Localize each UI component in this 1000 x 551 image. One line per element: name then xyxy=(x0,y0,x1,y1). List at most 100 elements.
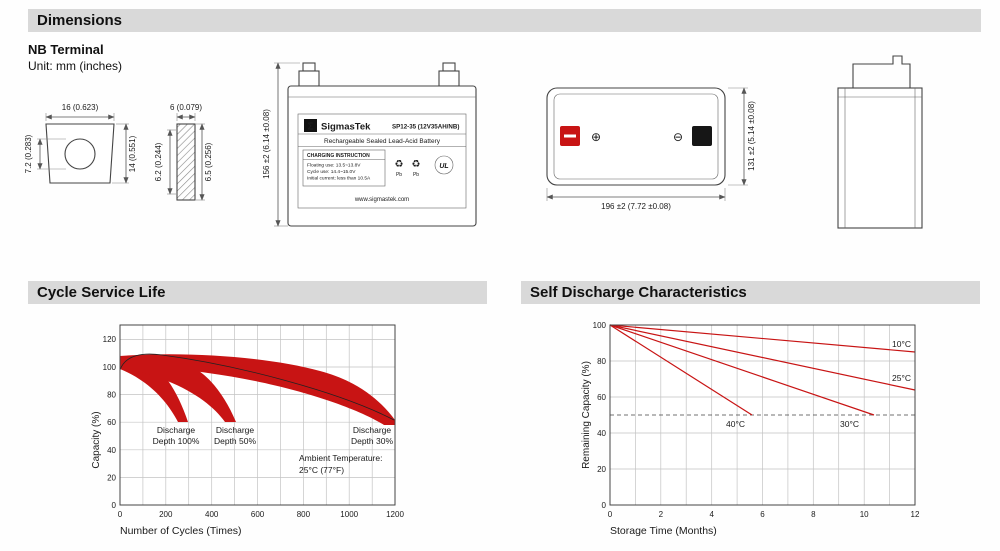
terminal-side-left-dim: 6.2 (0.244) xyxy=(154,142,163,181)
pb-mark: Pb xyxy=(413,172,419,178)
y-tick: 80 xyxy=(107,391,116,400)
cycle-chart-x-ticks: 0 200 400 600 800 1000 1200 xyxy=(118,510,405,519)
terminal-front-view-drawing: 16 (0.623) 7.2 (0.283) 14 (0.551) xyxy=(24,103,137,184)
recycle-icon: ♻ xyxy=(395,159,404,170)
x-tick: 2 xyxy=(659,510,664,519)
terminal-side-width-dim: 6 (0.079) xyxy=(170,103,202,112)
self-discharge-x-ticks: 0 2 4 6 8 10 12 xyxy=(608,510,920,519)
terminal-side-view-drawing: 6 (0.079) 6.2 (0.244) 6.5 (0.256) xyxy=(154,103,213,201)
annotation-ambient-line1: Ambient Temperature: xyxy=(299,453,382,463)
battery-type-text: Rechargeable Sealed Lead-Acid Battery xyxy=(324,138,441,145)
self-discharge-x-axis-label: Storage Time (Months) xyxy=(610,525,717,537)
cycle-chart-annotations: Discharge Depth 100% Discharge Depth 50%… xyxy=(153,425,394,475)
battery-front-view-drawing: Σ SigmasTek SP12-35 (12V35AH/NB) Recharg… xyxy=(262,62,477,227)
self-discharge-y-axis-label: Remaining Capacity (%) xyxy=(581,361,592,469)
x-tick: 12 xyxy=(911,510,920,519)
annotation-depth-100-line2: Depth 100% xyxy=(153,436,200,446)
cycle-chart-y-axis-label: Capacity (%) xyxy=(91,411,102,468)
series-label-10c: 10°C xyxy=(892,339,911,349)
brand-name: SigmasTek xyxy=(321,122,371,133)
x-tick: 8 xyxy=(811,510,816,519)
cycle-service-life-chart: Discharge Depth 100% Discharge Depth 50%… xyxy=(91,324,405,537)
x-tick: 400 xyxy=(205,510,219,519)
x-tick: 1000 xyxy=(340,510,358,519)
ul-mark-icon: UL xyxy=(439,163,448,170)
self-discharge-chart: 10°C 25°C 30°C 40°C 100 80 60 40 20 0 0 … xyxy=(581,321,920,537)
self-discharge-lines xyxy=(609,324,916,416)
y-tick: 120 xyxy=(103,335,117,344)
annotation-depth-50-line1: Discharge xyxy=(216,425,255,435)
self-discharge-chart-title: Self Discharge Characteristics xyxy=(530,284,747,301)
self-discharge-series-labels: 10°C 25°C 30°C 40°C xyxy=(726,339,911,429)
y-tick: 100 xyxy=(103,363,117,372)
recycle-icon: ♻ xyxy=(412,159,421,170)
x-tick: 0 xyxy=(608,510,613,519)
model-number: SP12-35 (12V35AH/NB) xyxy=(392,124,459,131)
x-tick: 600 xyxy=(251,510,265,519)
x-tick: 10 xyxy=(860,510,869,519)
section-header-cycle-service-life: Cycle Service Life xyxy=(28,281,487,304)
section-header-dimensions: Dimensions xyxy=(28,9,981,32)
battery-width-dim: 196 ±2 (7.72 ±0.08) xyxy=(601,202,671,211)
y-tick: 20 xyxy=(597,465,606,474)
cycle-chart-x-axis-label: Number of Cycles (Times) xyxy=(120,525,242,537)
series-label-25c: 25°C xyxy=(892,373,911,383)
unit-note: Unit: mm (inches) xyxy=(28,59,123,73)
y-tick: 40 xyxy=(107,446,116,455)
terminal-side-right-dim: 6.5 (0.256) xyxy=(204,142,213,181)
dimensions-section-title: Dimensions xyxy=(37,12,123,29)
x-tick: 800 xyxy=(297,510,311,519)
website-text: www.sigmastek.com xyxy=(354,197,409,203)
dimension-drawings: 16 (0.623) 7.2 (0.283) 14 (0.551) 6 (0.0… xyxy=(24,55,923,229)
battery-height-dim: 156 ±2 (6.14 ±0.08) xyxy=(262,109,271,179)
battery-side-view-drawing xyxy=(837,55,923,229)
negative-terminal-mark-icon: ⊖ xyxy=(673,130,683,144)
x-tick: 1200 xyxy=(386,510,404,519)
ribbon-depth-30 xyxy=(120,354,395,425)
terminal-front-width-dim: 16 (0.623) xyxy=(62,103,99,112)
self-discharge-y-ticks: 100 80 60 40 20 0 xyxy=(593,321,607,510)
y-tick: 60 xyxy=(597,393,606,402)
terminal-minus-bar xyxy=(564,134,576,138)
y-tick: 80 xyxy=(597,357,606,366)
line-25c xyxy=(609,324,916,391)
series-label-40c: 40°C xyxy=(726,419,745,429)
positive-terminal-mark-icon: ⊕ xyxy=(591,130,601,144)
x-tick: 6 xyxy=(760,510,765,519)
ribbon-depth-100 xyxy=(120,357,188,422)
cycle-chart-y-ticks: 120 100 80 60 40 20 0 xyxy=(103,335,117,510)
battery-label: Σ SigmasTek SP12-35 (12V35AH/NB) Recharg… xyxy=(297,113,467,209)
x-tick: 4 xyxy=(709,510,714,519)
charging-line-2: Cycle use: 14.4~15.0V xyxy=(307,169,356,175)
annotation-depth-30-line1: Discharge xyxy=(353,425,392,435)
annotation-depth-50-line2: Depth 50% xyxy=(214,436,256,446)
battery-depth-dim: 131 ±2 (5.14 ±0.08) xyxy=(747,101,756,171)
terminal-type-heading: NB Terminal xyxy=(28,42,104,57)
charging-line-1: Floating use: 13.5~13.8V xyxy=(307,163,361,169)
y-tick: 0 xyxy=(112,501,117,510)
annotation-depth-100-line1: Discharge xyxy=(157,425,196,435)
cycle-life-ribbons xyxy=(119,353,395,425)
series-label-30c: 30°C xyxy=(840,419,859,429)
y-tick: 40 xyxy=(597,429,606,438)
line-40c xyxy=(609,324,753,416)
battery-top-view-drawing: ⊕ ⊖ 196 ±2 (7.72 ±0.08) 131 ±2 (5.14 ±0.… xyxy=(546,87,756,211)
line-10c xyxy=(609,324,916,353)
annotation-depth-30-line2: Depth 30% xyxy=(351,436,393,446)
y-tick: 20 xyxy=(107,473,116,482)
terminal-front-hole-dim: 7.2 (0.283) xyxy=(24,134,33,173)
ribbon-depth-50 xyxy=(120,355,236,422)
envelope-curve xyxy=(119,353,395,421)
charging-line-3: Initial current: less than 10.5A xyxy=(307,176,371,182)
terminal-front-height-dim: 14 (0.551) xyxy=(128,135,137,172)
charging-instruction-title: CHARGING INSTRUCTION xyxy=(307,153,370,159)
pb-mark: Pb xyxy=(396,172,402,178)
grid-lines xyxy=(120,325,395,505)
section-header-self-discharge: Self Discharge Characteristics xyxy=(521,281,980,304)
line-30c xyxy=(609,324,875,416)
annotation-ambient-line2: 25°C (77°F) xyxy=(299,465,344,475)
sigmastek-logo-icon xyxy=(304,119,317,132)
x-tick: 200 xyxy=(159,510,173,519)
x-tick: 0 xyxy=(118,510,123,519)
